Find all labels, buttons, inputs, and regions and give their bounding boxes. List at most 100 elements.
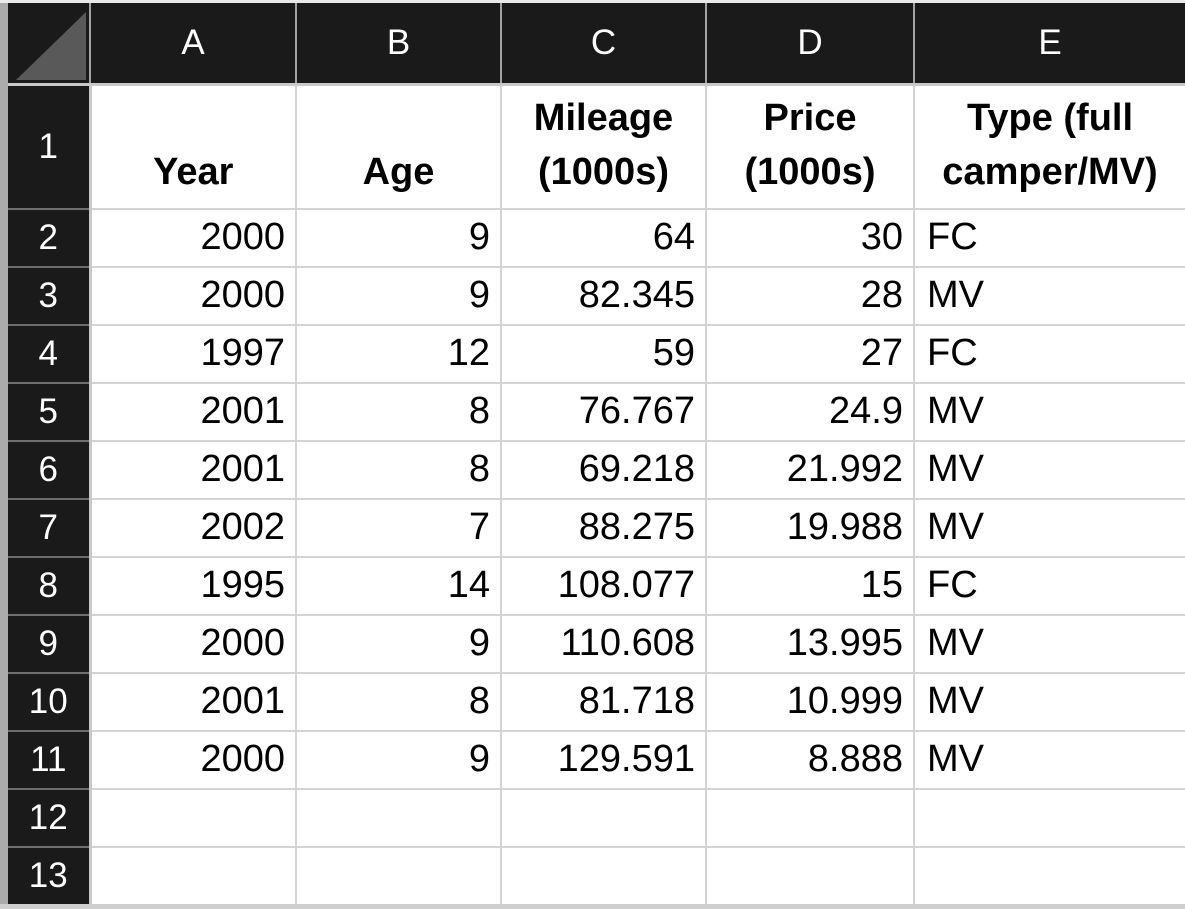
row-header-12[interactable]: 12 <box>8 788 92 848</box>
row-header-7[interactable]: 7 <box>8 498 92 558</box>
window-top-edge <box>0 0 1185 3</box>
cell-B5[interactable]: 8 <box>296 382 502 442</box>
cell-A4[interactable]: 1997 <box>90 324 297 384</box>
table-row: 6 2001 8 69.218 21.992 MV <box>8 440 1185 500</box>
cell-E7[interactable]: MV <box>914 498 1185 558</box>
cell-B9[interactable]: 9 <box>296 614 502 674</box>
cell-B4[interactable]: 12 <box>296 324 502 384</box>
cell-B11[interactable]: 9 <box>296 730 502 790</box>
cell-C3[interactable]: 82.345 <box>501 266 707 326</box>
cell-B12[interactable] <box>296 788 502 848</box>
row-header-5[interactable]: 5 <box>8 382 92 442</box>
cell-D8[interactable]: 15 <box>706 556 915 616</box>
cell-D7[interactable]: 19.988 <box>706 498 915 558</box>
table-row: 7 2002 7 88.275 19.988 MV <box>8 498 1185 558</box>
row-header-4[interactable]: 4 <box>8 324 92 384</box>
cell-A13[interactable] <box>90 846 297 906</box>
cell-A6[interactable]: 2001 <box>90 440 297 500</box>
cell-B3[interactable]: 9 <box>296 266 502 326</box>
table-row: 3 2000 9 82.345 28 MV <box>8 266 1185 326</box>
cell-E5[interactable]: MV <box>914 382 1185 442</box>
cell-B7[interactable]: 7 <box>296 498 502 558</box>
cell-D9[interactable]: 13.995 <box>706 614 915 674</box>
cell-D4[interactable]: 27 <box>706 324 915 384</box>
column-header-a[interactable]: A <box>90 3 297 86</box>
table-row: 9 2000 9 110.608 13.995 MV <box>8 614 1185 674</box>
column-header-row: A B C D E <box>8 3 1185 86</box>
row-header-8[interactable]: 8 <box>8 556 92 616</box>
cell-A7[interactable]: 2002 <box>90 498 297 558</box>
cell-C10[interactable]: 81.718 <box>501 672 707 732</box>
spreadsheet-grid: A B C D E 1 Year Age Mileage (1000s) Pri… <box>8 3 1185 906</box>
cell-C5[interactable]: 76.767 <box>501 382 707 442</box>
cell-C12[interactable] <box>501 788 707 848</box>
cell-B8[interactable]: 14 <box>296 556 502 616</box>
cell-D1[interactable]: Price (1000s) <box>706 84 915 210</box>
cell-A10[interactable]: 2001 <box>90 672 297 732</box>
cell-B13[interactable] <box>296 846 502 906</box>
row-header-1[interactable]: 1 <box>8 84 92 210</box>
row-header-2[interactable]: 2 <box>8 208 92 268</box>
cell-D12[interactable] <box>706 788 915 848</box>
cell-C11[interactable]: 129.591 <box>501 730 707 790</box>
table-row: 5 2001 8 76.767 24.9 MV <box>8 382 1185 442</box>
cell-C6[interactable]: 69.218 <box>501 440 707 500</box>
column-header-d[interactable]: D <box>706 3 915 86</box>
cell-E1[interactable]: Type (full camper/MV) <box>914 84 1185 210</box>
cell-E2[interactable]: FC <box>914 208 1185 268</box>
row-header-6[interactable]: 6 <box>8 440 92 500</box>
cell-E13[interactable] <box>914 846 1185 906</box>
cell-A11[interactable]: 2000 <box>90 730 297 790</box>
row-header-3[interactable]: 3 <box>8 266 92 326</box>
cell-A9[interactable]: 2000 <box>90 614 297 674</box>
cell-D5[interactable]: 24.9 <box>706 382 915 442</box>
table-row: 11 2000 9 129.591 8.888 MV <box>8 730 1185 790</box>
window-bottom-edge <box>0 904 1185 909</box>
cell-A8[interactable]: 1995 <box>90 556 297 616</box>
row-header-9[interactable]: 9 <box>8 614 92 674</box>
cell-E6[interactable]: MV <box>914 440 1185 500</box>
cell-D10[interactable]: 10.999 <box>706 672 915 732</box>
window-left-edge <box>0 0 8 909</box>
column-header-c[interactable]: C <box>501 3 707 86</box>
cell-A12[interactable] <box>90 788 297 848</box>
cell-D6[interactable]: 21.992 <box>706 440 915 500</box>
row-header-11[interactable]: 11 <box>8 730 92 790</box>
cell-E12[interactable] <box>914 788 1185 848</box>
cell-E8[interactable]: FC <box>914 556 1185 616</box>
cell-A1[interactable]: Year <box>90 84 297 210</box>
cell-C7[interactable]: 88.275 <box>501 498 707 558</box>
cell-A3[interactable]: 2000 <box>90 266 297 326</box>
cell-D3[interactable]: 28 <box>706 266 915 326</box>
cell-A2[interactable]: 2000 <box>90 208 297 268</box>
cell-E9[interactable]: MV <box>914 614 1185 674</box>
cell-B6[interactable]: 8 <box>296 440 502 500</box>
cell-C13[interactable] <box>501 846 707 906</box>
column-header-b[interactable]: B <box>296 3 502 86</box>
cell-D11[interactable]: 8.888 <box>706 730 915 790</box>
row-header-10[interactable]: 10 <box>8 672 92 732</box>
table-row: 13 <box>8 846 1185 906</box>
cell-E10[interactable]: MV <box>914 672 1185 732</box>
cell-E4[interactable]: FC <box>914 324 1185 384</box>
cell-C4[interactable]: 59 <box>501 324 707 384</box>
cell-D13[interactable] <box>706 846 915 906</box>
table-row: 4 1997 12 59 27 FC <box>8 324 1185 384</box>
cell-C8[interactable]: 108.077 <box>501 556 707 616</box>
cell-B1[interactable]: Age <box>296 84 502 210</box>
cell-A5[interactable]: 2001 <box>90 382 297 442</box>
select-all-triangle-icon <box>16 12 86 80</box>
table-row: 1 Year Age Mileage (1000s) Price (1000s)… <box>8 84 1185 210</box>
cell-C9[interactable]: 110.608 <box>501 614 707 674</box>
cell-B2[interactable]: 9 <box>296 208 502 268</box>
column-header-e[interactable]: E <box>914 3 1185 86</box>
select-all-button[interactable] <box>8 3 91 86</box>
cell-D2[interactable]: 30 <box>706 208 915 268</box>
cell-C2[interactable]: 64 <box>501 208 707 268</box>
row-header-13[interactable]: 13 <box>8 846 92 906</box>
cell-E11[interactable]: MV <box>914 730 1185 790</box>
cell-B10[interactable]: 8 <box>296 672 502 732</box>
cell-C1[interactable]: Mileage (1000s) <box>501 84 707 210</box>
cell-E3[interactable]: MV <box>914 266 1185 326</box>
